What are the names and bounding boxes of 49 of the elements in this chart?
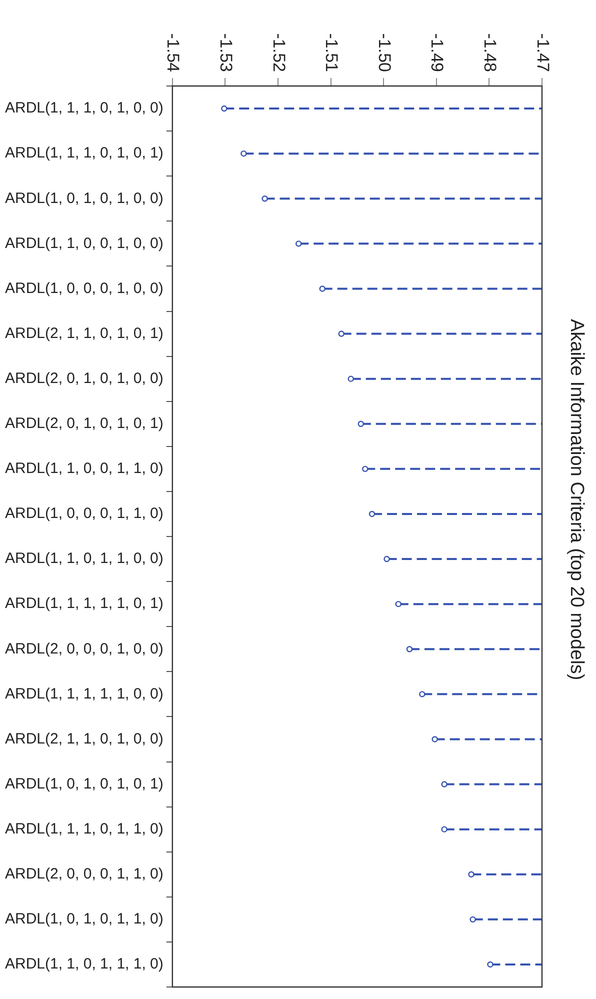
point	[441, 781, 448, 788]
y-tick-label: ARDL(2, 0, 0, 0, 1, 1, 0)	[4, 866, 164, 883]
point	[368, 510, 376, 518]
x-tick-label: -1.52	[269, 33, 288, 72]
y-tick-label: ARDL(1, 1, 0, 1, 1, 0, 0)	[4, 550, 164, 568]
y-tick-label: ARDL(1, 1, 0, 0, 1, 1, 0)	[4, 460, 164, 478]
y-tick-label: ARDL(1, 1, 1, 0, 1, 0, 0)	[4, 100, 164, 117]
point	[487, 961, 494, 968]
text: Akaike Information Criteria (top 20 models)	[565, 318, 587, 680]
point	[419, 691, 426, 698]
y-tick-label: ARDL(1, 1, 1, 0, 1, 1, 0)	[4, 820, 164, 838]
y-tick-label: ARDL(2, 0, 1, 0, 1, 0, 0)	[4, 370, 164, 387]
point	[262, 196, 268, 202]
x-tick-label: -1.47	[533, 33, 552, 72]
y-tick-label: ARDL(1, 1, 1, 1, 1, 0, 1)	[4, 595, 164, 612]
y-tick-label: ARDL(1, 1, 0, 0, 1, 0, 0)	[4, 234, 164, 252]
y-tick-label: ARDL(1, 0, 0, 0, 1, 0, 0)	[4, 280, 164, 297]
point	[395, 600, 402, 608]
point	[441, 826, 448, 832]
point	[221, 105, 228, 112]
point	[319, 286, 326, 292]
y-tick-label: ARDL(2, 0, 0, 0, 1, 0, 0)	[4, 640, 164, 658]
point	[296, 240, 302, 247]
y-tick-label: ARDL(1, 0, 1, 0, 1, 1, 0)	[4, 910, 164, 928]
point	[432, 736, 438, 742]
x-tick-label: -1.49	[428, 33, 447, 72]
point	[348, 376, 354, 382]
y-tick-label: ARDL(1, 0, 0, 0, 1, 1, 0)	[4, 505, 164, 522]
point	[358, 420, 364, 427]
point	[406, 646, 413, 652]
point	[240, 150, 247, 157]
y-tick-label: ARDL(1, 1, 0, 1, 1, 1, 0)	[4, 956, 164, 973]
x-tick-label: -1.53	[216, 33, 236, 72]
x-tick-label: -1.54	[164, 33, 183, 72]
y-tick-label: ARDL(1, 1, 1, 0, 1, 0, 1)	[4, 144, 164, 162]
x-tick-label: -1.48	[480, 33, 500, 72]
y-tick-label: ARDL(1, 1, 1, 1, 1, 0, 0)	[4, 685, 164, 702]
point	[470, 916, 476, 923]
y-tick-label: ARDL(2, 0, 1, 0, 1, 0, 1)	[4, 415, 164, 432]
point	[468, 871, 474, 878]
x-tick-label: -1.50	[374, 33, 394, 72]
point	[362, 466, 368, 472]
y-tick-label: ARDL(2, 1, 1, 0, 1, 0, 0)	[4, 730, 164, 748]
point	[338, 330, 344, 337]
y-tick-label: ARDL(2, 1, 1, 0, 1, 0, 1)	[4, 324, 164, 342]
x-tick-label: -1.51	[322, 33, 342, 72]
y-tick-label: ARDL(1, 0, 1, 0, 1, 0, 1)	[4, 775, 164, 792]
y-tick-label: ARDL(1, 0, 1, 0, 1, 0, 0)	[4, 190, 164, 207]
point	[384, 556, 390, 562]
